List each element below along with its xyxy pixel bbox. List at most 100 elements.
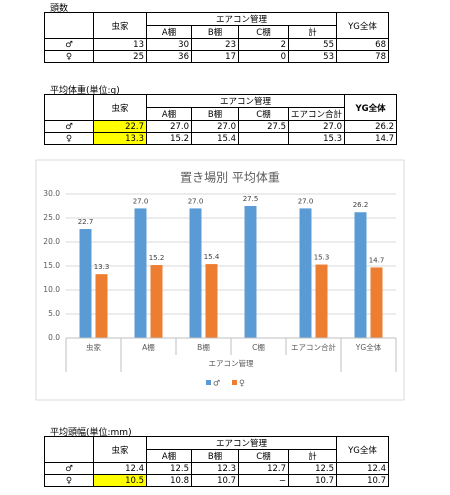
header-cell: A棚: [146, 25, 192, 39]
header-cell: C棚: [238, 107, 289, 121]
cell: 12.4: [93, 462, 147, 475]
y-tick-label: 25.0: [43, 213, 60, 222]
row-label: ♀: [44, 50, 94, 63]
legend-label: ♂: [213, 379, 220, 388]
value-label: 15.3: [314, 254, 330, 262]
header-cell: YG全体: [336, 436, 389, 463]
value-label: 27.0: [133, 197, 149, 205]
cell: 23: [191, 38, 239, 51]
cell: 27.0: [287, 120, 346, 133]
cell: 10.8: [146, 474, 192, 487]
cell: 15.2: [146, 132, 192, 145]
header-cell: 計: [288, 449, 337, 463]
cell: 10.7: [336, 474, 389, 487]
bar: [205, 264, 218, 338]
cell: 15.4: [191, 132, 239, 145]
cell: 78: [336, 50, 389, 63]
row-label: ♂: [44, 462, 94, 475]
cell: 27.5: [238, 120, 289, 133]
data-table: 虫家 エアコン管理 YG全体 A棚 B棚 C棚計 ♂ 13 30 23 2 55 68 ♀ 25 36 17 0 5…: [44, 12, 389, 63]
chart-title: 置き場別 平均体重: [180, 171, 280, 185]
header-cell: YG全体: [336, 12, 389, 39]
cell: 12.5: [288, 462, 337, 475]
header-cell: B棚: [191, 449, 239, 463]
header-cell: YG全体: [344, 94, 398, 121]
cell: 12.5: [146, 462, 192, 475]
y-tick-label: 20.0: [43, 237, 60, 246]
cell: 15.3: [287, 132, 346, 145]
bar: [299, 208, 312, 338]
header-row: 虫家 エアコン管理 YG全体: [44, 436, 389, 463]
cell: 27.0: [146, 120, 192, 133]
data-table: 虫家 エアコン管理 YG全体 A棚 B棚 C棚計 ♂ 12.4 12.5 12.3 12.7 12.5…: [44, 436, 389, 487]
cell: 27.0: [191, 120, 239, 133]
cell: 26.2: [344, 120, 398, 133]
header-cell: C棚: [238, 25, 289, 39]
x-tick-label: エアコン合計: [291, 342, 336, 352]
bar: [134, 208, 147, 338]
cell: 22.7: [93, 120, 147, 133]
value-label: 26.2: [353, 201, 369, 209]
bar: [95, 274, 108, 338]
bar: [189, 208, 202, 338]
group-label: エアコン管理: [209, 358, 254, 368]
legend-swatch: [206, 380, 211, 385]
x-tick-label: B棚: [197, 342, 210, 352]
data-row: ♂ 22.7 27.0 27.0 27.5 27.0 26.2: [44, 120, 398, 133]
header-cell: C棚: [238, 449, 289, 463]
header-cell: エアコン合計: [287, 107, 346, 121]
data-row: ♂ 13 30 23 2 55 68: [44, 38, 389, 51]
cell: 25: [93, 50, 147, 63]
y-tick-label: 5.0: [48, 309, 60, 318]
header-cell: 虫家: [93, 12, 147, 39]
row-label: ♂: [44, 120, 94, 133]
y-tick-label: 10.0: [43, 285, 60, 294]
corner-cell: [44, 436, 94, 463]
header-cell: 虫家: [93, 436, 147, 463]
cell: 13: [93, 38, 147, 51]
cell: 36: [146, 50, 192, 63]
cell: 14.7: [344, 132, 398, 145]
header-cell: A棚: [146, 449, 192, 463]
data-table: 虫家 エアコン管理 YG全体 A棚 B棚 C棚 エアコン合計 ♂ 22.7 27.0 27.0 27.…: [44, 94, 398, 145]
data-row: ♂ 12.4 12.5 12.3 12.7 12.5 12.4: [44, 462, 389, 475]
table-title: 平均体重(単位:g): [50, 86, 120, 96]
cell: 10.5: [93, 474, 147, 487]
bar: [370, 267, 383, 338]
row-label: ♀: [44, 132, 94, 145]
cell: [238, 132, 289, 145]
header-row: 虫家 エアコン管理 YG全体: [44, 94, 398, 121]
header-row: 虫家 エアコン管理 YG全体: [44, 12, 389, 39]
header-cell: B棚: [191, 25, 239, 39]
cell: 30: [146, 38, 192, 51]
bar: [354, 212, 367, 338]
value-label: 27.5: [243, 195, 259, 203]
header-cell: 虫家: [93, 94, 147, 121]
header-cell: エアコン管理: [145, 94, 346, 108]
value-label: 15.4: [204, 253, 220, 261]
cell: 13.3: [93, 132, 147, 145]
data-row: ♀ 13.3 15.2 15.4 15.3 14.7: [44, 132, 398, 145]
x-tick-label: YG全体: [355, 342, 382, 352]
row-label: ♀: [44, 474, 94, 487]
header-cell: エアコン管理: [146, 436, 337, 450]
legend-label: ♀: [239, 379, 245, 388]
table-title: 平均頭幅(単位:mm): [50, 428, 132, 438]
header-cell: 計: [288, 25, 337, 39]
bar: [244, 206, 257, 338]
bar: [315, 264, 328, 338]
value-label: 15.2: [149, 254, 165, 262]
cell: 2: [238, 38, 289, 51]
header-cell: B棚: [191, 107, 239, 121]
cell: 17: [191, 50, 239, 63]
y-tick-label: 15.0: [43, 261, 60, 270]
header-cell: エアコン管理: [146, 12, 337, 26]
value-label: 14.7: [369, 256, 385, 264]
cell: 10.7: [191, 474, 239, 487]
cell: −: [238, 474, 289, 487]
x-tick-label: C棚: [252, 342, 265, 352]
value-label: 27.0: [188, 197, 204, 205]
bar: [79, 229, 92, 338]
